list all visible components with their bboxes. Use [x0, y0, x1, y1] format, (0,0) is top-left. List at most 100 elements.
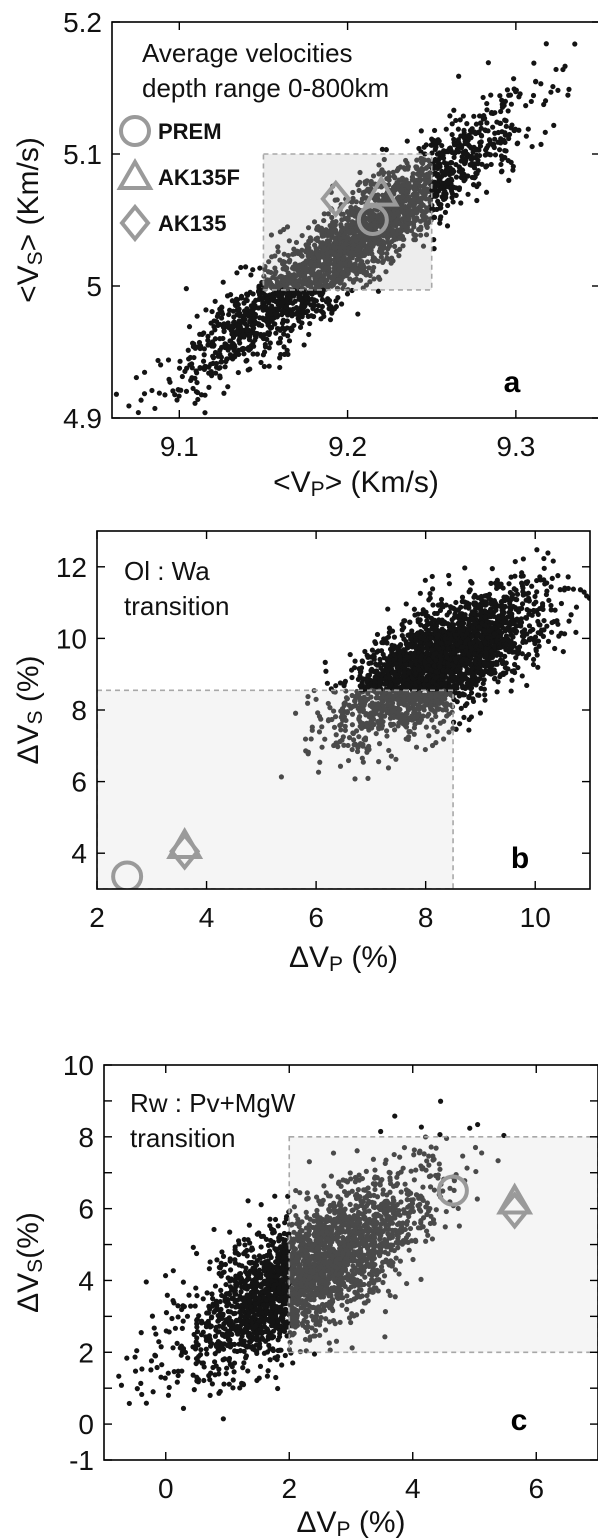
scatter-point — [377, 276, 383, 282]
scatter-point — [570, 586, 577, 592]
scatter-point — [354, 692, 360, 698]
scatter-point — [370, 173, 377, 179]
scatter-point — [374, 631, 381, 638]
scatter-point — [197, 364, 203, 371]
scatter-point — [544, 623, 550, 629]
scatter-point — [286, 277, 292, 283]
scatter-point — [200, 358, 207, 364]
y-tick-label: 5.2 — [63, 7, 102, 38]
scatter-point — [565, 92, 571, 98]
scatter-point — [498, 140, 504, 146]
scatter-point — [424, 618, 430, 624]
scatter-point — [425, 627, 431, 633]
scatter-point — [420, 243, 427, 249]
scatter-point — [376, 162, 382, 168]
scatter-point — [186, 324, 193, 330]
scatter-point — [287, 307, 293, 313]
scatter-point — [341, 273, 348, 279]
scatter-point — [565, 574, 571, 580]
scatter-point — [375, 695, 382, 701]
scatter-point — [503, 118, 509, 124]
scatter-point — [251, 302, 257, 308]
scatter-point — [383, 269, 389, 275]
scatter-point — [520, 592, 526, 598]
x-tick-label: 9.2 — [328, 431, 367, 462]
scatter-point — [325, 256, 331, 262]
scatter-point — [463, 604, 469, 610]
scatter-point — [526, 595, 532, 601]
scatter-point — [399, 627, 405, 633]
scatter-point — [213, 370, 219, 376]
scatter-point — [384, 733, 390, 739]
scatter-point — [549, 575, 555, 581]
scatter-point — [250, 267, 256, 273]
scatter-point — [426, 733, 432, 739]
scatter-point — [361, 216, 367, 222]
scatter-point — [468, 145, 474, 151]
scatter-point — [309, 268, 315, 274]
scatter-point — [314, 307, 320, 313]
scatter-point — [350, 189, 356, 196]
scatter-point — [319, 297, 326, 303]
scatter-point — [562, 63, 568, 69]
scatter-point — [399, 186, 405, 193]
scatter-point — [353, 238, 359, 244]
scatter-point — [552, 607, 558, 613]
scatter-point — [375, 241, 382, 247]
scatter-point — [418, 128, 424, 134]
scatter-point — [497, 120, 503, 126]
scatter-point — [386, 747, 392, 754]
scatter-point — [484, 120, 490, 126]
scatter-point — [397, 706, 403, 713]
scatter-point — [316, 729, 323, 735]
scatter-point — [480, 94, 486, 101]
scatter-point — [484, 163, 490, 169]
scatter-point — [414, 631, 420, 637]
scatter-point — [507, 638, 513, 644]
scatter-point — [225, 320, 231, 326]
scatter-point — [238, 295, 244, 301]
scatter-point — [202, 392, 208, 398]
scatter-point — [285, 333, 291, 339]
scatter-point — [395, 166, 401, 173]
scatter-point — [335, 256, 341, 262]
scatter-point — [529, 612, 535, 618]
x-axis-label-post: > (Km/s) — [325, 466, 439, 499]
scatter-point — [443, 707, 449, 713]
scatter-point — [369, 235, 375, 241]
scatter-point — [458, 604, 464, 610]
scatter-point — [514, 141, 520, 147]
scatter-point — [427, 621, 433, 627]
scatter-point — [443, 602, 449, 608]
scatter-point — [479, 636, 485, 642]
scatter-point — [312, 277, 318, 284]
scatter-point — [484, 107, 490, 113]
scatter-point — [338, 301, 345, 307]
scatter-point — [232, 354, 238, 360]
scatter-point — [519, 673, 525, 679]
scatter-point — [241, 308, 248, 314]
scatter-point — [282, 259, 288, 265]
scatter-point — [212, 327, 218, 333]
scatter-point — [449, 149, 455, 155]
scatter-point — [210, 353, 216, 359]
scatter-point — [362, 648, 368, 655]
scatter-point — [331, 227, 337, 233]
scatter-point — [482, 599, 488, 605]
scatter-point — [460, 113, 466, 119]
scatter-point — [469, 673, 475, 679]
scatter-point — [478, 139, 484, 145]
scatter-point — [541, 101, 547, 108]
scatter-point — [455, 137, 461, 143]
scatter-point — [209, 373, 215, 379]
scatter-point — [355, 244, 361, 251]
scatter-point — [367, 279, 373, 285]
scatter-point — [361, 264, 367, 270]
scatter-point — [483, 650, 489, 656]
scatter-point — [393, 220, 400, 226]
scatter-point — [357, 277, 364, 283]
scatter-point — [356, 187, 362, 194]
scatter-point — [498, 108, 504, 115]
scatter-point — [318, 308, 324, 314]
